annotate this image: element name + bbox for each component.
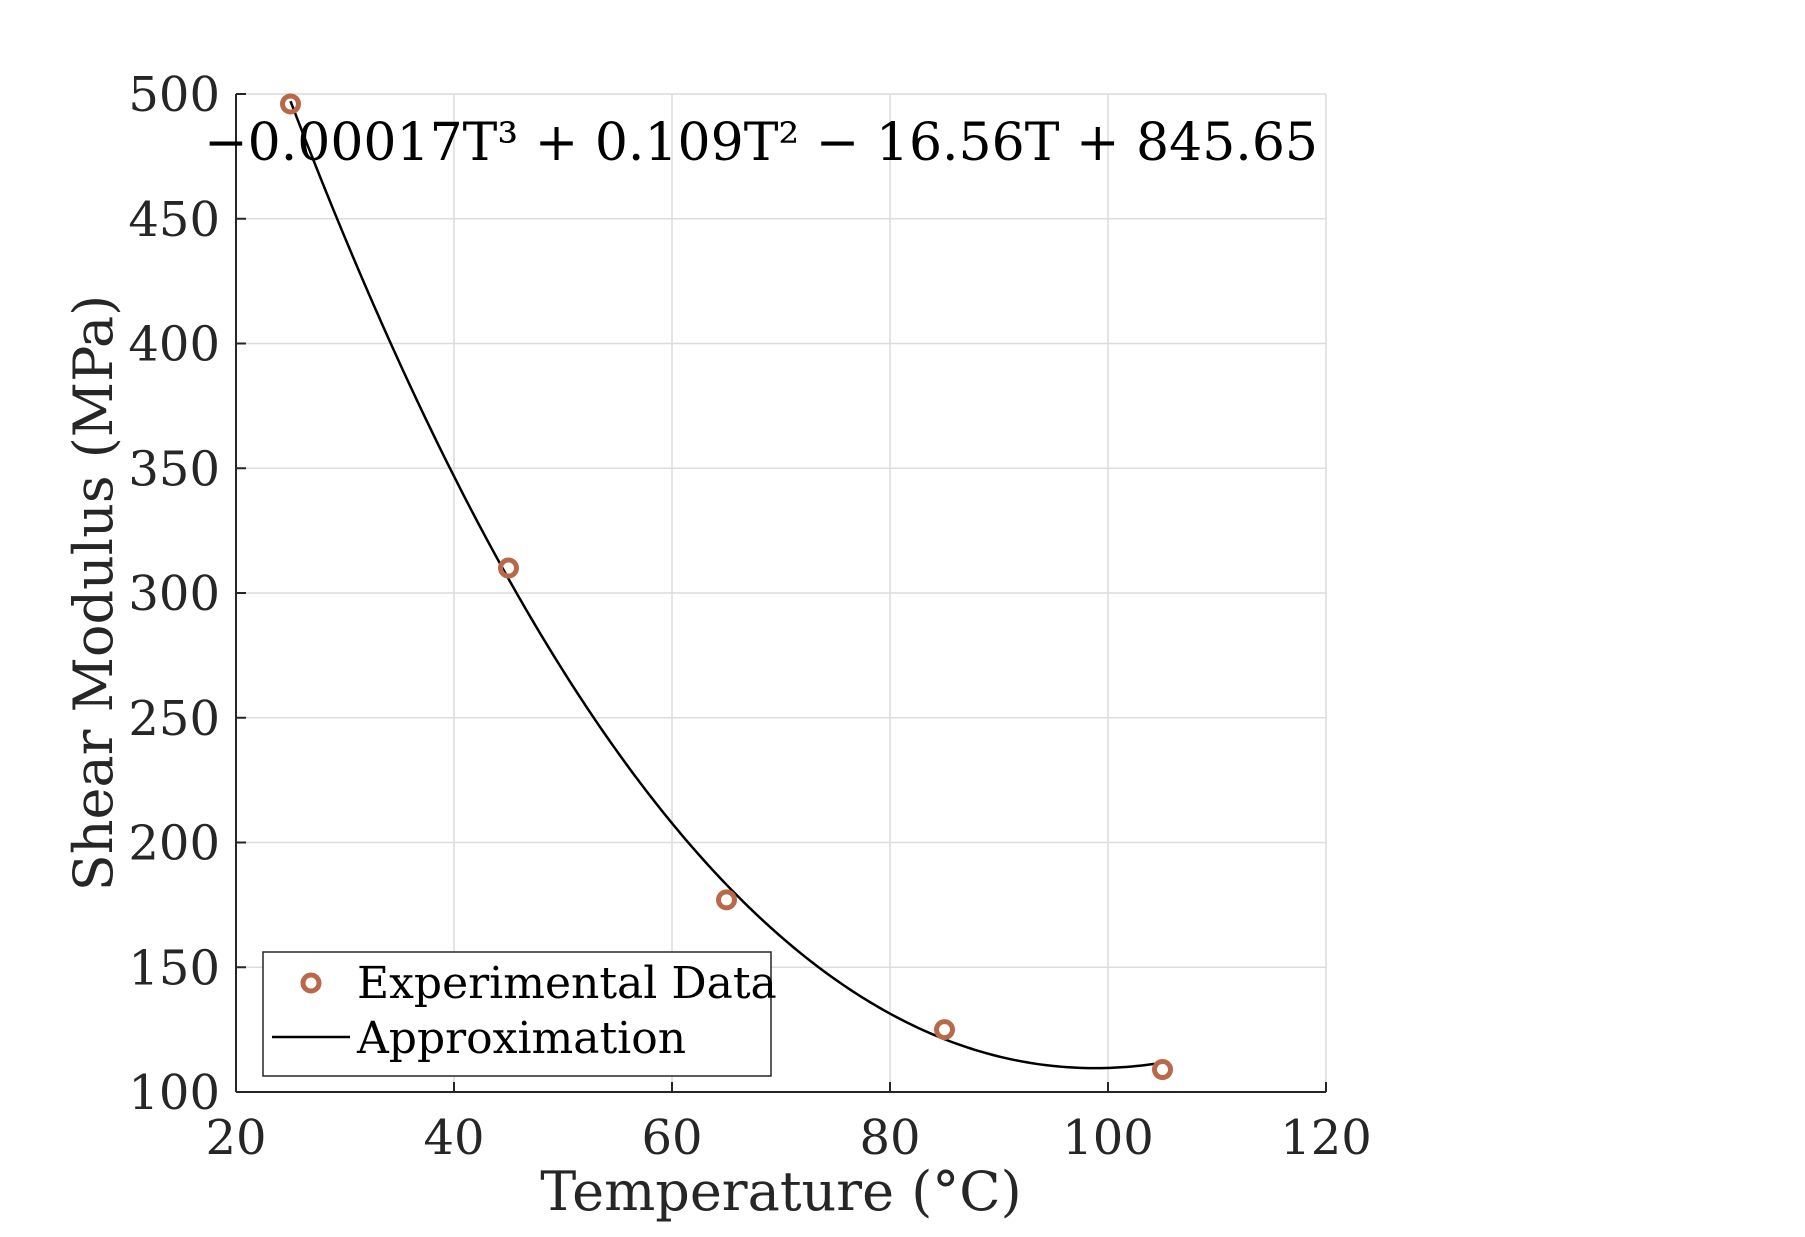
legend-box — [262, 951, 772, 1077]
y-tick-label: 450 — [128, 192, 220, 248]
x-tick-label: 100 — [1062, 1110, 1154, 1166]
x-tick-label: 60 — [641, 1110, 702, 1166]
y-tick-label: 250 — [128, 691, 220, 747]
legend: Experimental Data Approximation — [262, 951, 777, 1077]
y-tick-labels: 100 150 200 250 300 350 400 450 500 — [128, 67, 220, 1121]
x-tick-label: 40 — [423, 1110, 484, 1166]
legend-marker-experimental — [300, 972, 322, 994]
data-point — [498, 557, 519, 579]
y-tick-label: 100 — [128, 1065, 220, 1121]
y-tick-label: 400 — [128, 317, 220, 373]
x-tick-label: 20 — [205, 1110, 266, 1166]
axes — [235, 93, 1327, 1093]
x-tick-label: 80 — [859, 1110, 920, 1166]
legend-label-experimental: Experimental Data — [357, 958, 777, 1009]
approximation-line — [289, 100, 1163, 1070]
y-axis-label: Shear Modulus (MPa) — [62, 295, 125, 892]
x-tick-label: 120 — [1280, 1110, 1372, 1166]
data-point — [280, 93, 301, 115]
y-tick-label: 500 — [128, 67, 220, 123]
data-point — [1152, 1059, 1173, 1081]
data-point — [934, 1019, 955, 1041]
y-tick-label: 300 — [128, 566, 220, 622]
y-tick-label: 200 — [128, 816, 220, 872]
y-tick-label: 150 — [128, 940, 220, 996]
equation-annotation: −0.00017T³ + 0.109T² − 16.56T + 845.65 — [204, 113, 1318, 173]
approximation-curve — [289, 100, 1163, 1070]
grid — [236, 93, 1327, 1092]
x-tick-labels: 20 40 60 80 100 120 — [205, 1110, 1371, 1166]
x-axis-label: Temperature (°C) — [540, 1160, 1021, 1223]
legend-label-approximation: Approximation — [356, 1013, 686, 1064]
data-point — [716, 889, 737, 911]
experimental-data-points — [280, 93, 1173, 1081]
y-tick-label: 350 — [128, 441, 220, 497]
